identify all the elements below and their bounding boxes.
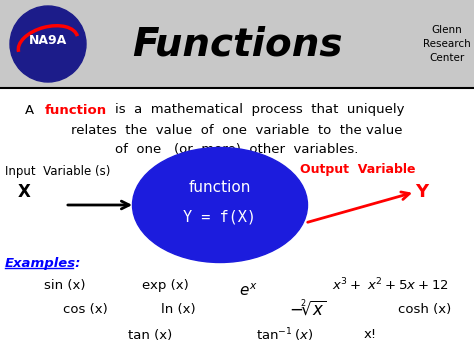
Text: of  one   (or  more)  other  variables.: of one (or more) other variables. [115, 143, 359, 157]
Text: sin (x): sin (x) [44, 279, 86, 291]
Text: Y = f(X): Y = f(X) [183, 209, 256, 224]
Text: Glenn
Research
Center: Glenn Research Center [423, 25, 471, 63]
Text: $x^3 + \ x^2 + 5x + 12$: $x^3 + \ x^2 + 5x + 12$ [332, 277, 448, 293]
Text: exp (x): exp (x) [142, 279, 188, 291]
Text: Output  Variable: Output Variable [300, 164, 416, 176]
Circle shape [10, 6, 86, 82]
Text: A: A [25, 104, 34, 116]
Text: relates  the  value  of  one  variable  to  the value: relates the value of one variable to the… [71, 124, 403, 137]
Text: cos (x): cos (x) [63, 304, 108, 317]
Ellipse shape [133, 147, 308, 262]
Bar [0, 0, 474, 88]
Text: cosh (x): cosh (x) [398, 304, 452, 317]
Text: x!: x! [364, 328, 376, 342]
Text: is  a  mathematical  process  that  uniquely: is a mathematical process that uniquely [115, 104, 404, 116]
Text: function: function [189, 180, 251, 195]
Text: NA9A: NA9A [29, 33, 67, 47]
Text: $-\!\sqrt[2]{x}$: $-\!\sqrt[2]{x}$ [289, 300, 327, 320]
Text: Input  Variable (s): Input Variable (s) [5, 165, 110, 179]
Text: ln (x): ln (x) [161, 304, 195, 317]
Text: Y: Y [415, 183, 428, 201]
Text: function: function [45, 104, 107, 116]
Text: Functions: Functions [132, 25, 342, 63]
Text: X: X [18, 183, 31, 201]
Text: $\tan^{-1}(x)$: $\tan^{-1}(x)$ [256, 326, 313, 344]
Text: tan (x): tan (x) [128, 328, 172, 342]
Text: Examples:: Examples: [5, 257, 82, 269]
Text: $e^x$: $e^x$ [239, 283, 257, 299]
